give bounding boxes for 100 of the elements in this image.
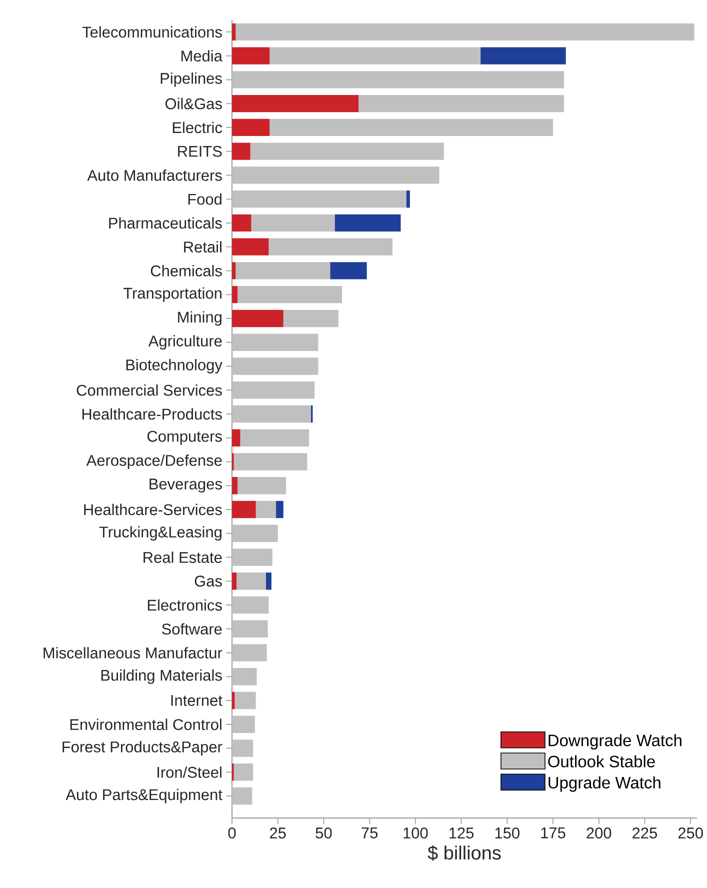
bar xyxy=(236,262,330,280)
y-tick-label: Agriculture xyxy=(148,335,222,350)
y-tick-label: Mining xyxy=(178,311,222,326)
x-tick-label: 150 xyxy=(495,828,520,839)
bar xyxy=(232,23,236,41)
bar xyxy=(232,238,269,256)
x-tick-label: 250 xyxy=(678,828,703,839)
bar xyxy=(234,692,256,710)
y-tick-label: Beverages xyxy=(150,478,222,493)
bar xyxy=(232,548,272,566)
bar xyxy=(232,740,254,757)
bar xyxy=(358,94,564,112)
y-tick-label: Forest Products&Paper xyxy=(62,741,222,756)
bar xyxy=(232,477,238,494)
bar xyxy=(266,572,272,590)
bar xyxy=(480,47,566,64)
bar xyxy=(236,572,266,590)
bar xyxy=(232,405,311,423)
bar xyxy=(236,23,694,41)
bar xyxy=(232,190,406,208)
bar xyxy=(232,572,237,590)
bar xyxy=(238,286,342,304)
x-tick-label: 75 xyxy=(362,828,378,838)
bar xyxy=(232,644,267,662)
y-tick-label: Auto Parts&Equipment xyxy=(66,788,222,804)
y-tick-label: Pipelines xyxy=(160,72,222,87)
y-tick-label: Oil&Gas xyxy=(166,98,222,110)
bar xyxy=(268,238,393,256)
bar xyxy=(232,500,256,518)
bar xyxy=(232,524,278,542)
y-tick-label: Electric xyxy=(173,122,222,134)
y-tick-label: Chemicals xyxy=(150,265,222,276)
x-tick-label: 100 xyxy=(404,828,428,839)
bar xyxy=(238,477,286,494)
y-tick-label: Telecommunications xyxy=(82,26,222,38)
bar xyxy=(234,764,254,781)
bar xyxy=(232,668,257,686)
bar xyxy=(232,71,564,88)
y-tick-label: Healthcare-Products xyxy=(82,408,222,420)
x-axis-title: $ billions xyxy=(428,845,501,861)
y-tick-label: REITS xyxy=(178,146,222,157)
bar xyxy=(232,620,268,638)
bar xyxy=(232,596,269,614)
bar xyxy=(406,190,410,208)
y-tick-label: Commercial Services xyxy=(76,384,222,396)
y-tick-label: Electronics xyxy=(148,599,222,611)
bar xyxy=(330,262,367,280)
bar xyxy=(232,334,318,351)
y-tick-label: Auto Manufacturers xyxy=(87,170,222,181)
y-tick-label: Internet xyxy=(171,695,222,706)
bar xyxy=(234,453,308,470)
x-tick-label: 125 xyxy=(450,828,474,839)
bar xyxy=(232,692,235,710)
bar xyxy=(232,118,270,136)
bar xyxy=(251,214,335,232)
bar xyxy=(334,214,401,232)
bar xyxy=(232,142,250,160)
bar xyxy=(276,500,284,518)
bar xyxy=(232,94,359,112)
y-tick-label: Real Estate xyxy=(144,552,222,563)
x-tick-label: 225 xyxy=(632,828,658,839)
bar xyxy=(270,118,554,136)
y-tick-label: Environmental Control xyxy=(70,718,222,730)
legend-label: Outlook Stable xyxy=(548,755,655,768)
y-tick-label: Gas xyxy=(194,576,222,587)
x-tick-label: 50 xyxy=(316,828,332,839)
y-tick-label: Computers xyxy=(148,430,222,445)
bar xyxy=(232,47,270,64)
bar xyxy=(232,262,236,280)
y-tick-label: Healthcare-Services xyxy=(84,504,222,516)
legend-label: Downgrade Watch xyxy=(548,734,682,750)
bar xyxy=(232,166,440,184)
y-tick-label: Media xyxy=(182,50,223,62)
bar xyxy=(250,142,444,160)
y-tick-label: Biotechnology xyxy=(126,359,222,374)
x-tick-label: 175 xyxy=(541,828,566,838)
legend-label: Upgrade Watch xyxy=(548,776,660,792)
y-tick-label: Miscellaneous Manufactur xyxy=(44,647,222,658)
bar xyxy=(256,500,276,518)
y-tick-label: Aerospace/Defense xyxy=(86,454,222,469)
bar xyxy=(232,429,240,446)
bar xyxy=(232,310,284,328)
bar xyxy=(232,716,256,733)
bar xyxy=(270,47,481,64)
x-tick-label: 25 xyxy=(270,828,286,839)
bar xyxy=(240,429,310,446)
x-tick-label: 200 xyxy=(586,828,612,839)
y-tick-label: Pharmaceuticals xyxy=(109,217,222,229)
y-tick-label: Transportation xyxy=(124,287,222,302)
bar xyxy=(232,214,252,232)
bar xyxy=(232,787,252,805)
y-tick-label: Trucking&Leasing xyxy=(99,526,222,541)
y-tick-label: Food xyxy=(188,193,222,205)
bar xyxy=(232,382,315,399)
y-tick-label: Building Materials xyxy=(101,669,222,684)
y-tick-label: Retail xyxy=(184,241,222,253)
bar xyxy=(232,358,318,375)
y-tick-label: Iron/Steel xyxy=(158,766,222,778)
y-tick-label: Software xyxy=(162,623,222,635)
bar xyxy=(232,286,238,304)
